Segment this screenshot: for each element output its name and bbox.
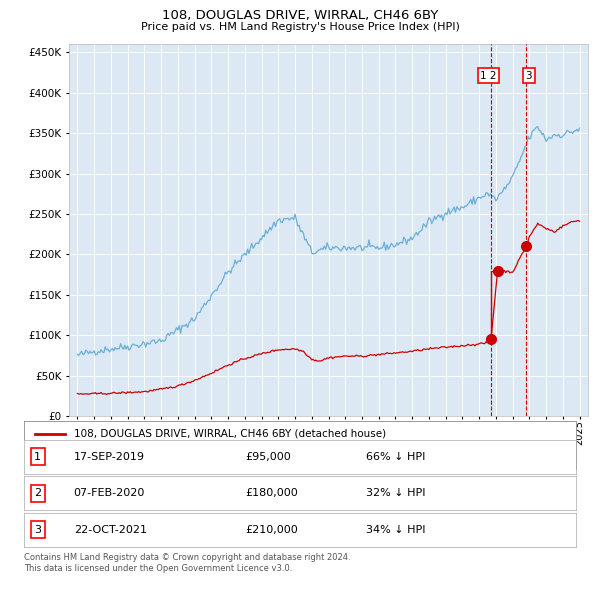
Text: 17-SEP-2019: 17-SEP-2019 [74,452,145,461]
Text: 1: 1 [34,452,41,461]
Text: 1 2: 1 2 [480,71,497,81]
Text: 34% ↓ HPI: 34% ↓ HPI [366,525,426,535]
Text: 07-FEB-2020: 07-FEB-2020 [74,489,145,498]
Text: 108, DOUGLAS DRIVE, WIRRAL, CH46 6BY: 108, DOUGLAS DRIVE, WIRRAL, CH46 6BY [162,9,438,22]
Text: £180,000: £180,000 [245,489,298,498]
Text: 3: 3 [526,71,532,81]
Text: 66% ↓ HPI: 66% ↓ HPI [366,452,425,461]
Text: Price paid vs. HM Land Registry's House Price Index (HPI): Price paid vs. HM Land Registry's House … [140,22,460,32]
Text: 3: 3 [34,525,41,535]
Text: HPI: Average price, detached house, Wirral: HPI: Average price, detached house, Wirr… [74,452,298,462]
Text: £210,000: £210,000 [245,525,298,535]
Text: 32% ↓ HPI: 32% ↓ HPI [366,489,426,498]
Text: Contains HM Land Registry data © Crown copyright and database right 2024.
This d: Contains HM Land Registry data © Crown c… [24,553,350,573]
Text: £95,000: £95,000 [245,452,290,461]
Text: 2: 2 [34,489,41,498]
Text: 22-OCT-2021: 22-OCT-2021 [74,525,146,535]
Text: 108, DOUGLAS DRIVE, WIRRAL, CH46 6BY (detached house): 108, DOUGLAS DRIVE, WIRRAL, CH46 6BY (de… [74,429,386,439]
